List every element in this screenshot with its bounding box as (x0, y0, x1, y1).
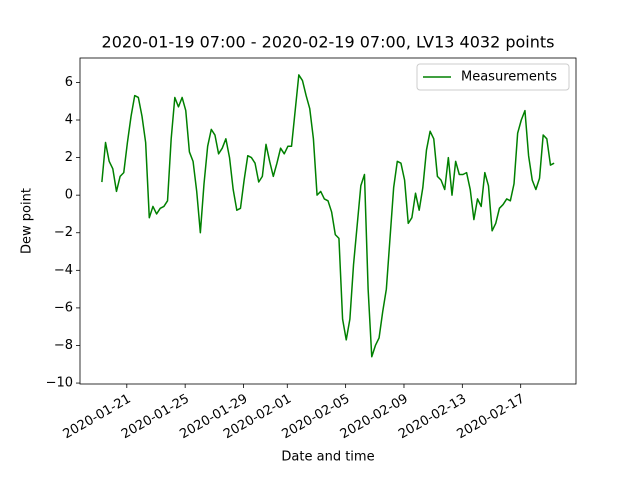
legend-label: Measurements (461, 70, 557, 85)
y-tick-label: −10 (46, 376, 73, 391)
y-tick-label: −4 (54, 263, 73, 278)
y-axis-label: Dew point (20, 188, 35, 254)
legend-box (416, 63, 570, 91)
y-tick-label: 6 (65, 75, 73, 90)
y-tick-label: −2 (54, 225, 73, 240)
y-tick-label: −8 (54, 338, 73, 353)
y-tick-label: 2 (65, 150, 73, 165)
y-tick-label: −6 (54, 300, 73, 315)
x-axis-label: Date and time (281, 450, 374, 465)
y-tick-label: 4 (65, 113, 73, 128)
data-line (101, 74, 555, 358)
chart-title: 2020-01-19 07:00 - 2020-02-19 07:00, LV1… (102, 33, 555, 52)
axes-frame (79, 57, 577, 385)
y-tick-label: 0 (65, 188, 73, 203)
